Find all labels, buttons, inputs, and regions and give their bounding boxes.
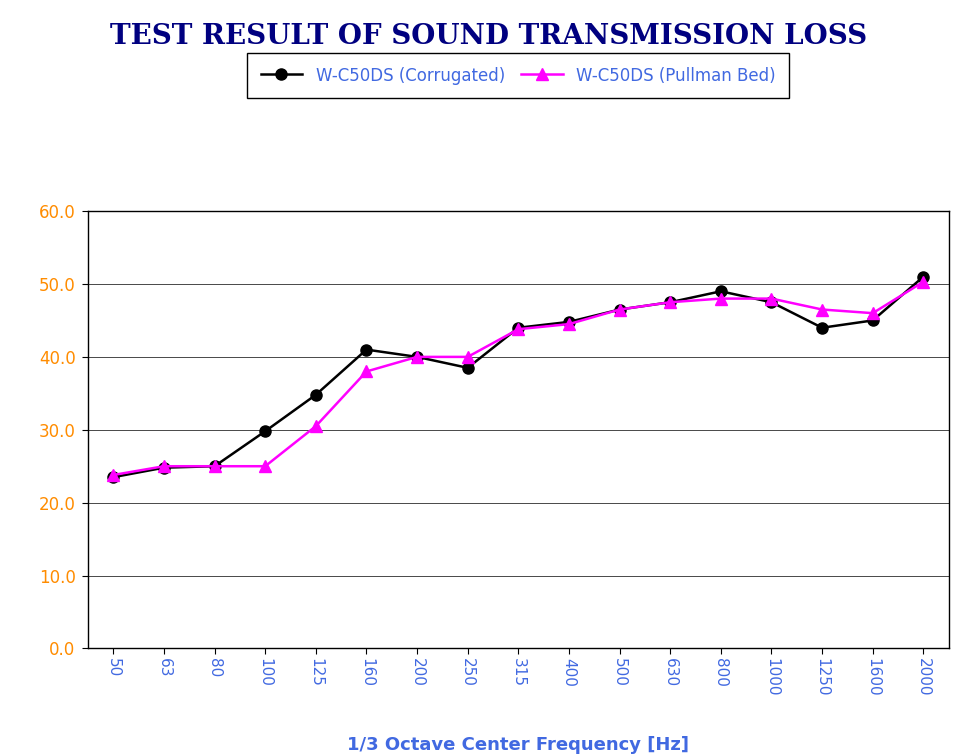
W-C50DS (Corrugated) <box>158 463 170 472</box>
W-C50DS (Corrugated) <box>916 272 928 281</box>
Text: TEST RESULT OF SOUND TRANSMISSION LOSS: TEST RESULT OF SOUND TRANSMISSION LOSS <box>110 23 867 50</box>
W-C50DS (Pullman Bed) <box>816 305 828 314</box>
W-C50DS (Corrugated) <box>866 316 877 325</box>
W-C50DS (Pullman Bed) <box>563 320 574 329</box>
W-C50DS (Pullman Bed) <box>916 277 928 287</box>
X-axis label: 1/3 Octave Center Frequency [Hz]: 1/3 Octave Center Frequency [Hz] <box>347 736 689 754</box>
W-C50DS (Corrugated) <box>259 427 271 436</box>
W-C50DS (Pullman Bed) <box>765 294 777 303</box>
W-C50DS (Corrugated) <box>614 305 625 314</box>
W-C50DS (Pullman Bed) <box>663 298 675 307</box>
W-C50DS (Corrugated) <box>816 323 828 333</box>
W-C50DS (Pullman Bed) <box>714 294 726 303</box>
W-C50DS (Corrugated) <box>765 298 777 307</box>
W-C50DS (Corrugated) <box>310 391 321 400</box>
Line: W-C50DS (Corrugated): W-C50DS (Corrugated) <box>107 271 928 483</box>
Line: W-C50DS (Pullman Bed): W-C50DS (Pullman Bed) <box>106 275 929 481</box>
W-C50DS (Corrugated) <box>461 363 473 372</box>
W-C50DS (Corrugated) <box>208 461 220 470</box>
W-C50DS (Pullman Bed) <box>614 305 625 314</box>
W-C50DS (Pullman Bed) <box>866 308 877 317</box>
W-C50DS (Corrugated) <box>512 323 524 333</box>
W-C50DS (Pullman Bed) <box>107 470 119 480</box>
W-C50DS (Corrugated) <box>563 317 574 326</box>
W-C50DS (Pullman Bed) <box>158 461 170 470</box>
W-C50DS (Corrugated) <box>410 352 422 361</box>
W-C50DS (Corrugated) <box>361 345 372 354</box>
W-C50DS (Pullman Bed) <box>512 325 524 334</box>
W-C50DS (Corrugated) <box>663 298 675 307</box>
W-C50DS (Corrugated) <box>107 473 119 482</box>
W-C50DS (Pullman Bed) <box>361 367 372 376</box>
W-C50DS (Pullman Bed) <box>310 421 321 431</box>
W-C50DS (Pullman Bed) <box>410 352 422 361</box>
Legend: W-C50DS (Corrugated), W-C50DS (Pullman Bed): W-C50DS (Corrugated), W-C50DS (Pullman B… <box>247 54 788 98</box>
W-C50DS (Pullman Bed) <box>461 352 473 361</box>
W-C50DS (Pullman Bed) <box>208 461 220 470</box>
W-C50DS (Corrugated) <box>714 287 726 296</box>
W-C50DS (Pullman Bed) <box>259 461 271 470</box>
